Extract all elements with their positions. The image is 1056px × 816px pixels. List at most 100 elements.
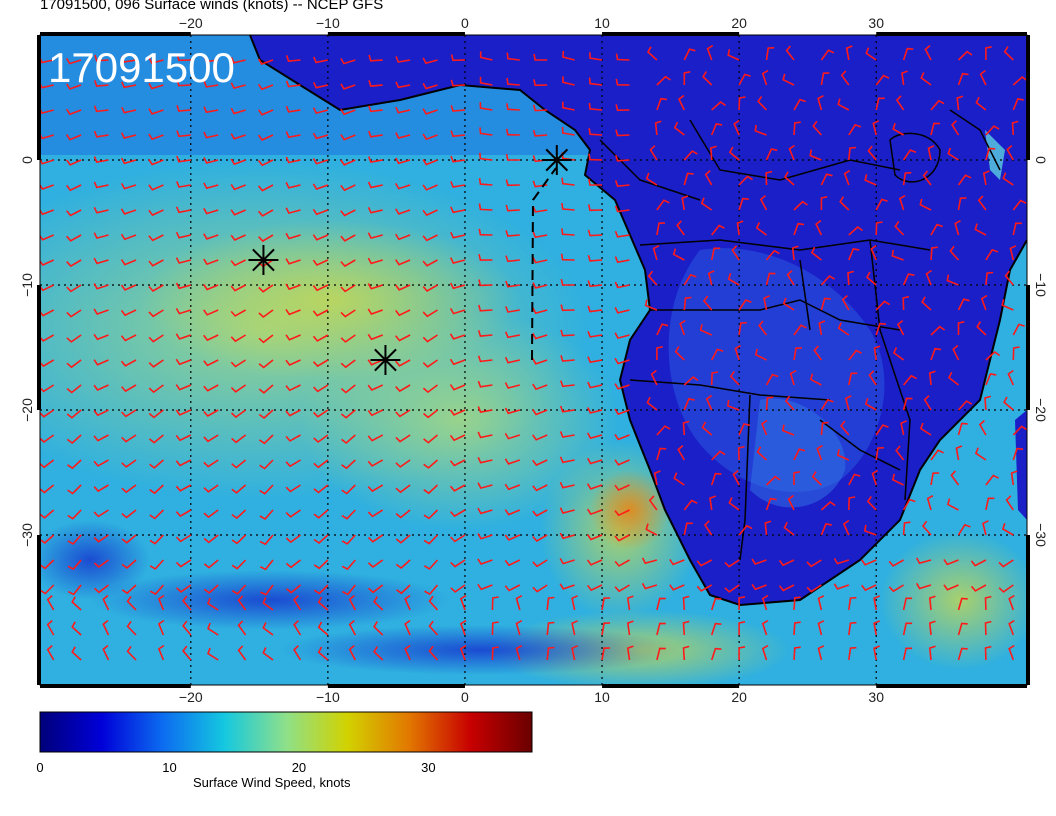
wind-barb <box>1003 46 1014 61</box>
wind-barb <box>157 594 165 611</box>
wind-barb <box>231 434 247 444</box>
wind-barb <box>532 459 548 467</box>
wind-barb <box>818 320 826 336</box>
wind-barb <box>40 509 55 519</box>
wind-barb <box>845 45 853 61</box>
wind-barb <box>1008 594 1015 611</box>
lon-tick-label: 0 <box>461 689 469 705</box>
wind-barb <box>947 147 959 161</box>
wind-barb <box>943 584 959 591</box>
wind-barb <box>203 157 219 164</box>
wind-barb <box>176 584 192 593</box>
wind-barb <box>428 595 439 611</box>
wind-barb <box>930 246 938 261</box>
wind-barb <box>587 331 603 338</box>
wind-barb <box>313 509 329 519</box>
wind-barb <box>258 434 274 445</box>
wind-barb <box>340 409 356 419</box>
wind-barb <box>812 120 822 136</box>
wind-barb <box>982 520 989 536</box>
lat-labels-right: 0 −10 −20 −30 <box>1033 156 1049 547</box>
wind-barb <box>121 384 137 393</box>
wind-barb <box>813 345 823 361</box>
wind-barb <box>683 273 697 286</box>
frame-bar <box>327 684 465 688</box>
wind-barb <box>700 197 713 211</box>
wind-barb <box>93 232 109 240</box>
wind-barb <box>367 257 383 265</box>
wind-barb <box>614 307 630 314</box>
wind-barb <box>504 534 521 541</box>
wind-barb <box>395 309 411 317</box>
wind-barb <box>894 220 905 236</box>
wind-barb <box>203 409 219 418</box>
wind-barb <box>395 359 411 367</box>
wind-barb <box>367 384 384 391</box>
wind-barb <box>404 619 411 636</box>
wind-barb <box>40 484 55 494</box>
wind-barb <box>1012 98 1024 111</box>
frame-bar <box>876 684 1027 688</box>
wind-barb <box>66 359 82 369</box>
wind-barb <box>449 434 466 442</box>
wind-barb <box>957 422 968 436</box>
wind-barb <box>121 106 137 114</box>
wind-barb <box>203 434 219 443</box>
wind-barb <box>711 450 726 461</box>
wind-barb <box>848 596 857 611</box>
wind-barb <box>738 197 749 211</box>
colorbar-tick-label: 30 <box>421 760 436 775</box>
wind-barb <box>317 596 329 611</box>
wind-barb <box>586 483 603 490</box>
wind-barb <box>641 557 658 565</box>
wind-barb <box>293 595 302 611</box>
wind-barb <box>641 582 658 590</box>
wind-barb <box>793 98 806 111</box>
madagascar-land <box>1015 410 1027 520</box>
wind-barb <box>149 509 164 520</box>
wind-barb <box>614 281 630 289</box>
wind-barb <box>738 423 751 436</box>
wind-barb <box>207 622 219 636</box>
wind-barb <box>833 583 850 590</box>
wind-barb <box>93 434 109 442</box>
wind-barb <box>1007 369 1015 386</box>
wind-barb <box>902 273 915 286</box>
wind-barb <box>257 83 274 91</box>
wind-barb <box>957 174 972 186</box>
wind-barb <box>985 350 1001 361</box>
wind-barb <box>1012 75 1027 86</box>
wind-barb <box>848 621 857 636</box>
lon-tick-label: 30 <box>868 15 884 31</box>
wind-barb <box>841 295 850 311</box>
wind-barb <box>1006 145 1014 161</box>
wind-barb <box>395 509 411 519</box>
wind-barb <box>148 82 164 90</box>
wind-barb <box>258 409 274 420</box>
wind-barb <box>203 509 219 519</box>
wind-barb <box>479 127 493 136</box>
wind-barb <box>341 434 356 445</box>
wind-barb <box>985 147 996 161</box>
wind-barb <box>67 559 82 571</box>
wind-barb <box>842 519 850 536</box>
wind-barb <box>729 370 740 386</box>
wind-barb <box>404 644 411 661</box>
wind-barb <box>683 71 691 85</box>
wind-barb <box>900 420 907 436</box>
wind-barb <box>765 497 777 511</box>
wind-barb <box>976 321 987 336</box>
wind-barb <box>875 97 885 111</box>
wind-barb <box>423 484 439 495</box>
wind-barb <box>203 484 219 493</box>
frame-bar <box>876 32 1027 36</box>
wind-barb <box>562 50 575 61</box>
wind-barb <box>231 559 247 570</box>
wind-barb <box>368 105 383 113</box>
wind-barb <box>262 647 274 661</box>
wind-barb <box>614 357 630 365</box>
wind-barb <box>915 557 932 565</box>
wind-barb <box>121 484 137 494</box>
wind-barb <box>738 646 746 660</box>
wind-barb <box>505 204 520 212</box>
